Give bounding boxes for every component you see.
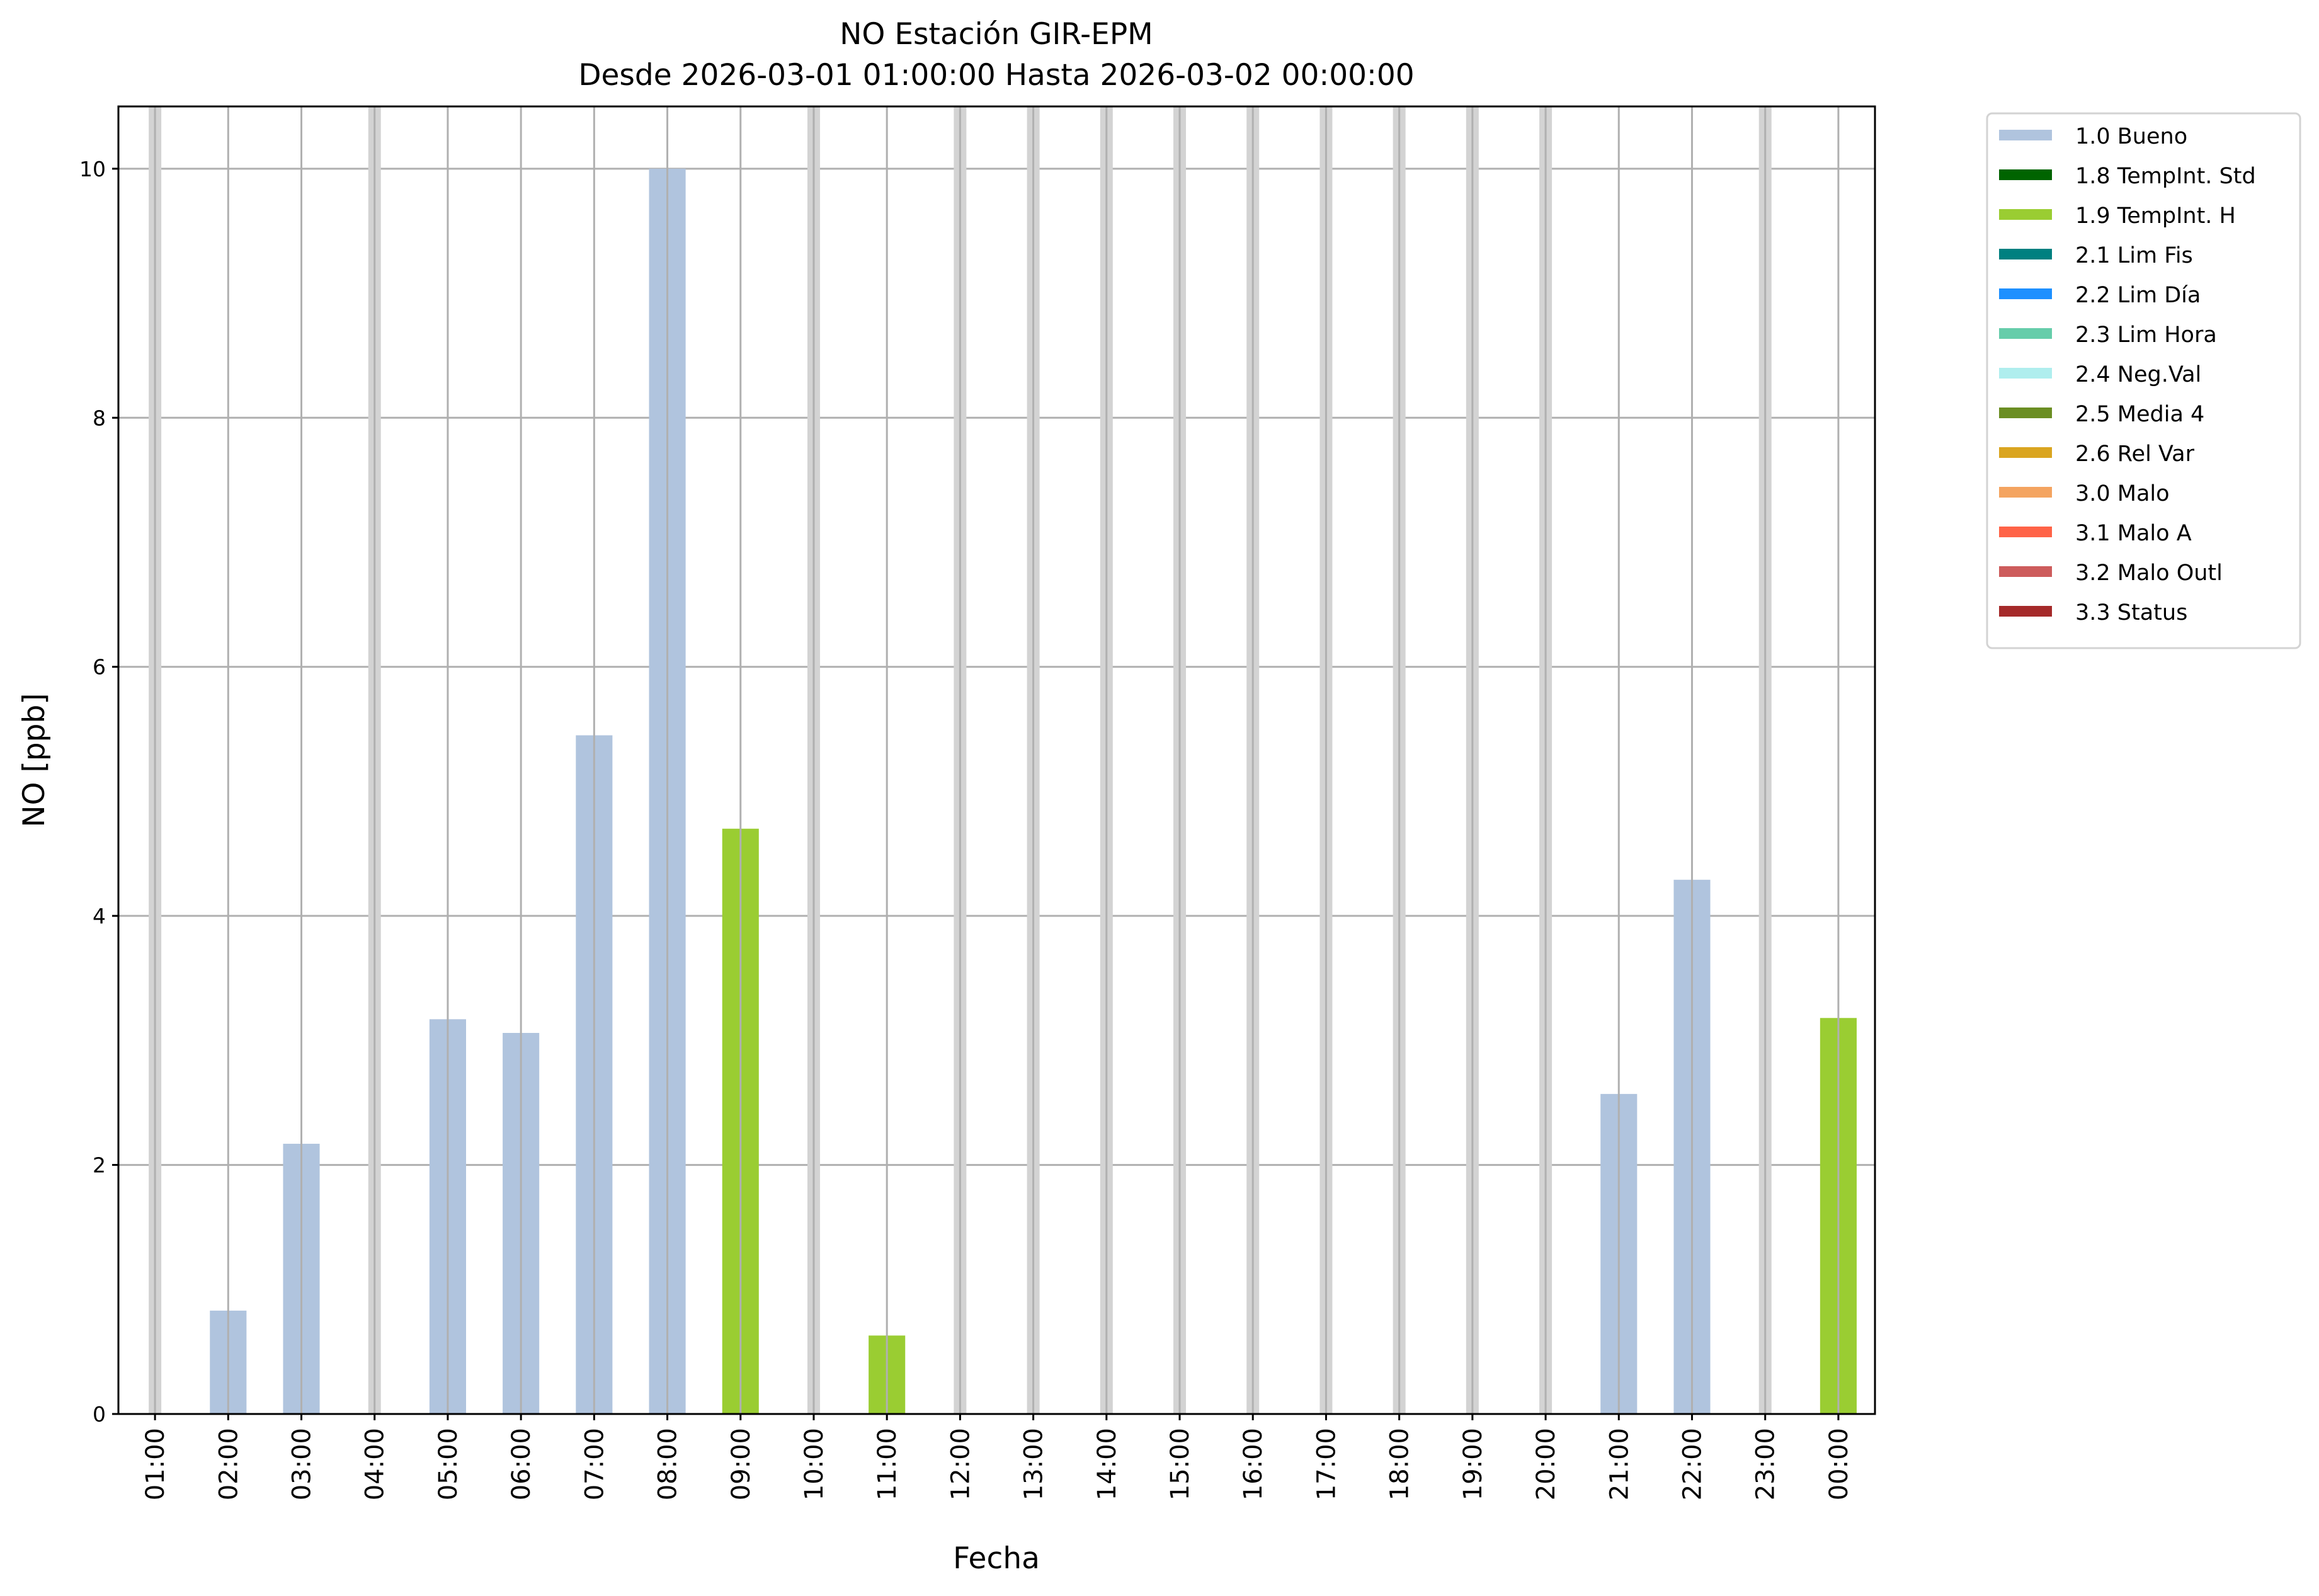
- x-tick-label: 22:00: [1678, 1428, 1707, 1500]
- legend-label: 2.6 Rel Var: [2075, 442, 2195, 467]
- legend-label: 2.2 Lim Día: [2075, 283, 2201, 308]
- x-tick-label: 05:00: [434, 1428, 463, 1500]
- legend-swatch: [1999, 209, 2052, 220]
- x-axis-label: Fecha: [953, 1541, 1040, 1576]
- legend-label: 2.1 Lim Fis: [2075, 243, 2193, 268]
- x-tick-label: 11:00: [873, 1428, 902, 1500]
- x-tick-label: 04:00: [361, 1428, 390, 1500]
- legend-box: [1986, 112, 2301, 649]
- legend-label: 1.8 TempInt. Std: [2075, 164, 2256, 189]
- legend-swatch: [1999, 527, 2052, 537]
- y-ticks: 0 2 4 6 8 10: [79, 157, 118, 1427]
- x-tick-label: 12:00: [946, 1428, 975, 1500]
- legend-swatch: [1999, 447, 2052, 458]
- legend-swatch: [1999, 487, 2052, 498]
- x-tick-label: 01:00: [141, 1428, 170, 1500]
- x-ticks: 01:00 02:00 03:00 04:00 05:00 06:00 07:00 08:00…: [141, 1414, 1854, 1500]
- legend-label: 3.0 Malo: [2075, 481, 2170, 506]
- legend-label: 3.3 Status: [2075, 600, 2187, 625]
- vertical-gridlines: [154, 106, 1840, 1414]
- y-tick-label: 6: [93, 655, 106, 680]
- x-tick-label: 18:00: [1386, 1428, 1415, 1500]
- x-tick-label: 20:00: [1532, 1428, 1561, 1500]
- legend-label: 2.4 Neg.Val: [2075, 362, 2201, 387]
- x-tick-label: 08:00: [654, 1428, 683, 1500]
- x-tick-label: 17:00: [1312, 1428, 1341, 1500]
- legend-swatch: [1999, 130, 2052, 140]
- x-tick-label: 09:00: [727, 1428, 756, 1500]
- chart-title: NO Estación GIR-EPM: [840, 17, 1153, 52]
- x-tick-label: 07:00: [580, 1428, 609, 1500]
- x-tick-label: 23:00: [1752, 1428, 1781, 1500]
- y-tick-label: 8: [93, 406, 106, 430]
- legend-label: 1.9 TempInt. H: [2075, 203, 2236, 229]
- x-tick-label: 10:00: [800, 1428, 829, 1500]
- legend-swatch: [1999, 408, 2052, 418]
- legend-swatch: [1999, 169, 2052, 180]
- x-tick-label: 19:00: [1459, 1428, 1488, 1500]
- legend-label: 2.5 Media 4: [2075, 402, 2204, 427]
- legend-label: 2.3 Lim Hora: [2075, 322, 2217, 348]
- x-tick-label: 06:00: [507, 1428, 536, 1500]
- x-tick-label: 00:00: [1825, 1428, 1854, 1500]
- legend-swatch: [1999, 328, 2052, 339]
- legend-swatch: [1999, 288, 2052, 299]
- legend-swatch: [1999, 606, 2052, 617]
- x-tick-label: 02:00: [214, 1428, 243, 1500]
- x-tick-label: 03:00: [288, 1428, 317, 1500]
- legend-label: 3.2 Malo Outl: [2075, 561, 2223, 586]
- legend-label: 1.0 Bueno: [2075, 124, 2187, 149]
- legend-swatch: [1999, 566, 2052, 577]
- x-tick-label: 21:00: [1605, 1428, 1634, 1500]
- x-tick-label: 14:00: [1093, 1428, 1122, 1500]
- chart-subtitle: Desde 2026-03-01 01:00:00 Hasta 2026-03-…: [578, 58, 1414, 93]
- y-tick-label: 0: [93, 1402, 106, 1427]
- x-tick-label: 15:00: [1166, 1428, 1195, 1500]
- legend-swatch: [1999, 249, 2052, 259]
- y-tick-label: 2: [93, 1153, 106, 1178]
- plot-frame: [117, 105, 1876, 1415]
- y-tick-label: 4: [93, 904, 106, 928]
- x-tick-label: 16:00: [1239, 1428, 1268, 1500]
- y-axis-label: NO [ppb]: [17, 693, 52, 827]
- legend-label: 3.1 Malo A: [2075, 521, 2192, 546]
- y-tick-label: 10: [79, 157, 106, 181]
- legend: 1.0 Bueno 1.8 TempInt. Std 1.9 TempInt. H 2…: [1986, 112, 2301, 649]
- legend-swatch: [1999, 368, 2052, 379]
- x-tick-label: 13:00: [1020, 1428, 1049, 1500]
